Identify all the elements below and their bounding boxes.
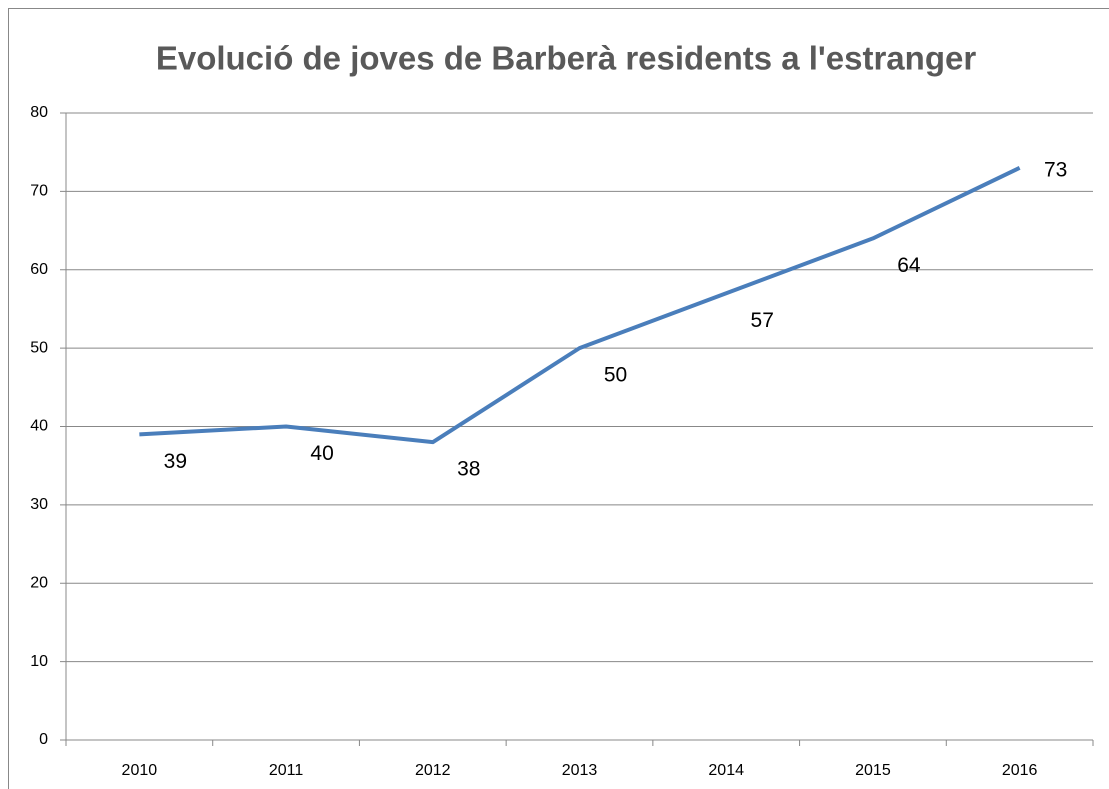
- data-label: 40: [310, 442, 333, 465]
- data-label: 64: [897, 254, 921, 277]
- y-tick-label: 60: [30, 261, 48, 278]
- x-tick-label: 2015: [855, 762, 891, 779]
- y-tick-label: 0: [39, 731, 48, 748]
- y-tick-label: 40: [30, 418, 48, 435]
- x-tick-label: 2010: [122, 762, 158, 779]
- y-tick-label: 10: [30, 653, 48, 670]
- data-label: 73: [1044, 158, 1067, 181]
- chart-border: [8, 8, 1109, 789]
- x-tick-label: 2011: [269, 762, 304, 779]
- data-label: 38: [457, 458, 480, 481]
- y-tick-label: 50: [30, 339, 48, 356]
- data-label: 57: [751, 309, 774, 332]
- x-tick-label: 2016: [1002, 762, 1038, 779]
- x-tick-label: 2012: [415, 762, 451, 779]
- x-tick-label: 2013: [562, 762, 598, 779]
- chart-title: Evolució de joves de Barberà residents a…: [156, 40, 977, 77]
- y-tick-label: 20: [30, 574, 48, 591]
- y-tick-label: 70: [30, 183, 48, 200]
- data-label: 39: [164, 450, 187, 473]
- y-tick-label: 30: [30, 496, 48, 513]
- x-tick-label: 2014: [708, 762, 744, 779]
- data-label: 50: [604, 364, 627, 387]
- data-line: [139, 166, 1021, 445]
- y-tick-label: 80: [30, 104, 48, 121]
